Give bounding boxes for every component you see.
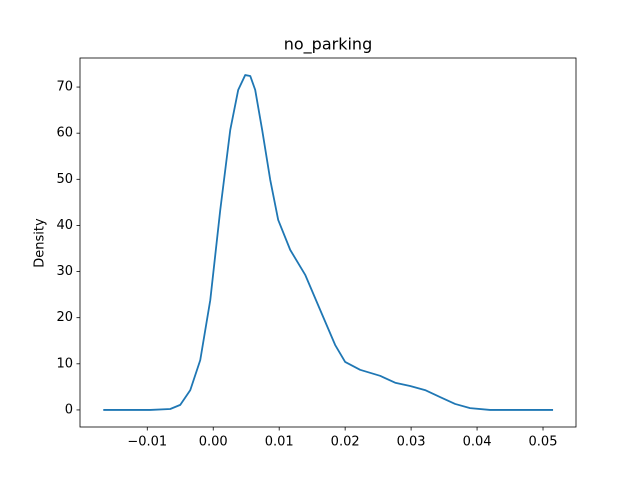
x-tick-label: 0.04	[463, 435, 492, 450]
y-tick-label: 0	[65, 402, 73, 417]
x-tick-label: 0.03	[397, 435, 426, 450]
x-tick-label: 0.00	[199, 435, 228, 450]
y-tick-label: 40	[56, 218, 73, 233]
y-tick-label: 30	[56, 264, 73, 279]
y-tick-label: 10	[56, 356, 73, 371]
y-tick-label: 70	[56, 80, 73, 95]
y-tick-label: 50	[56, 172, 73, 187]
chart-title: no_parking	[284, 35, 372, 55]
y-tick-label: 20	[56, 310, 73, 325]
x-tick-label: 0.02	[331, 435, 360, 450]
y-tick-label: 60	[56, 126, 73, 141]
x-tick-label: 0.05	[529, 435, 558, 450]
x-tick-label: 0.01	[265, 435, 294, 450]
x-tick-label: −0.01	[127, 435, 167, 450]
plot-frame	[79, 57, 577, 428]
y-axis-label: Density	[33, 218, 48, 268]
density-line	[103, 74, 554, 411]
